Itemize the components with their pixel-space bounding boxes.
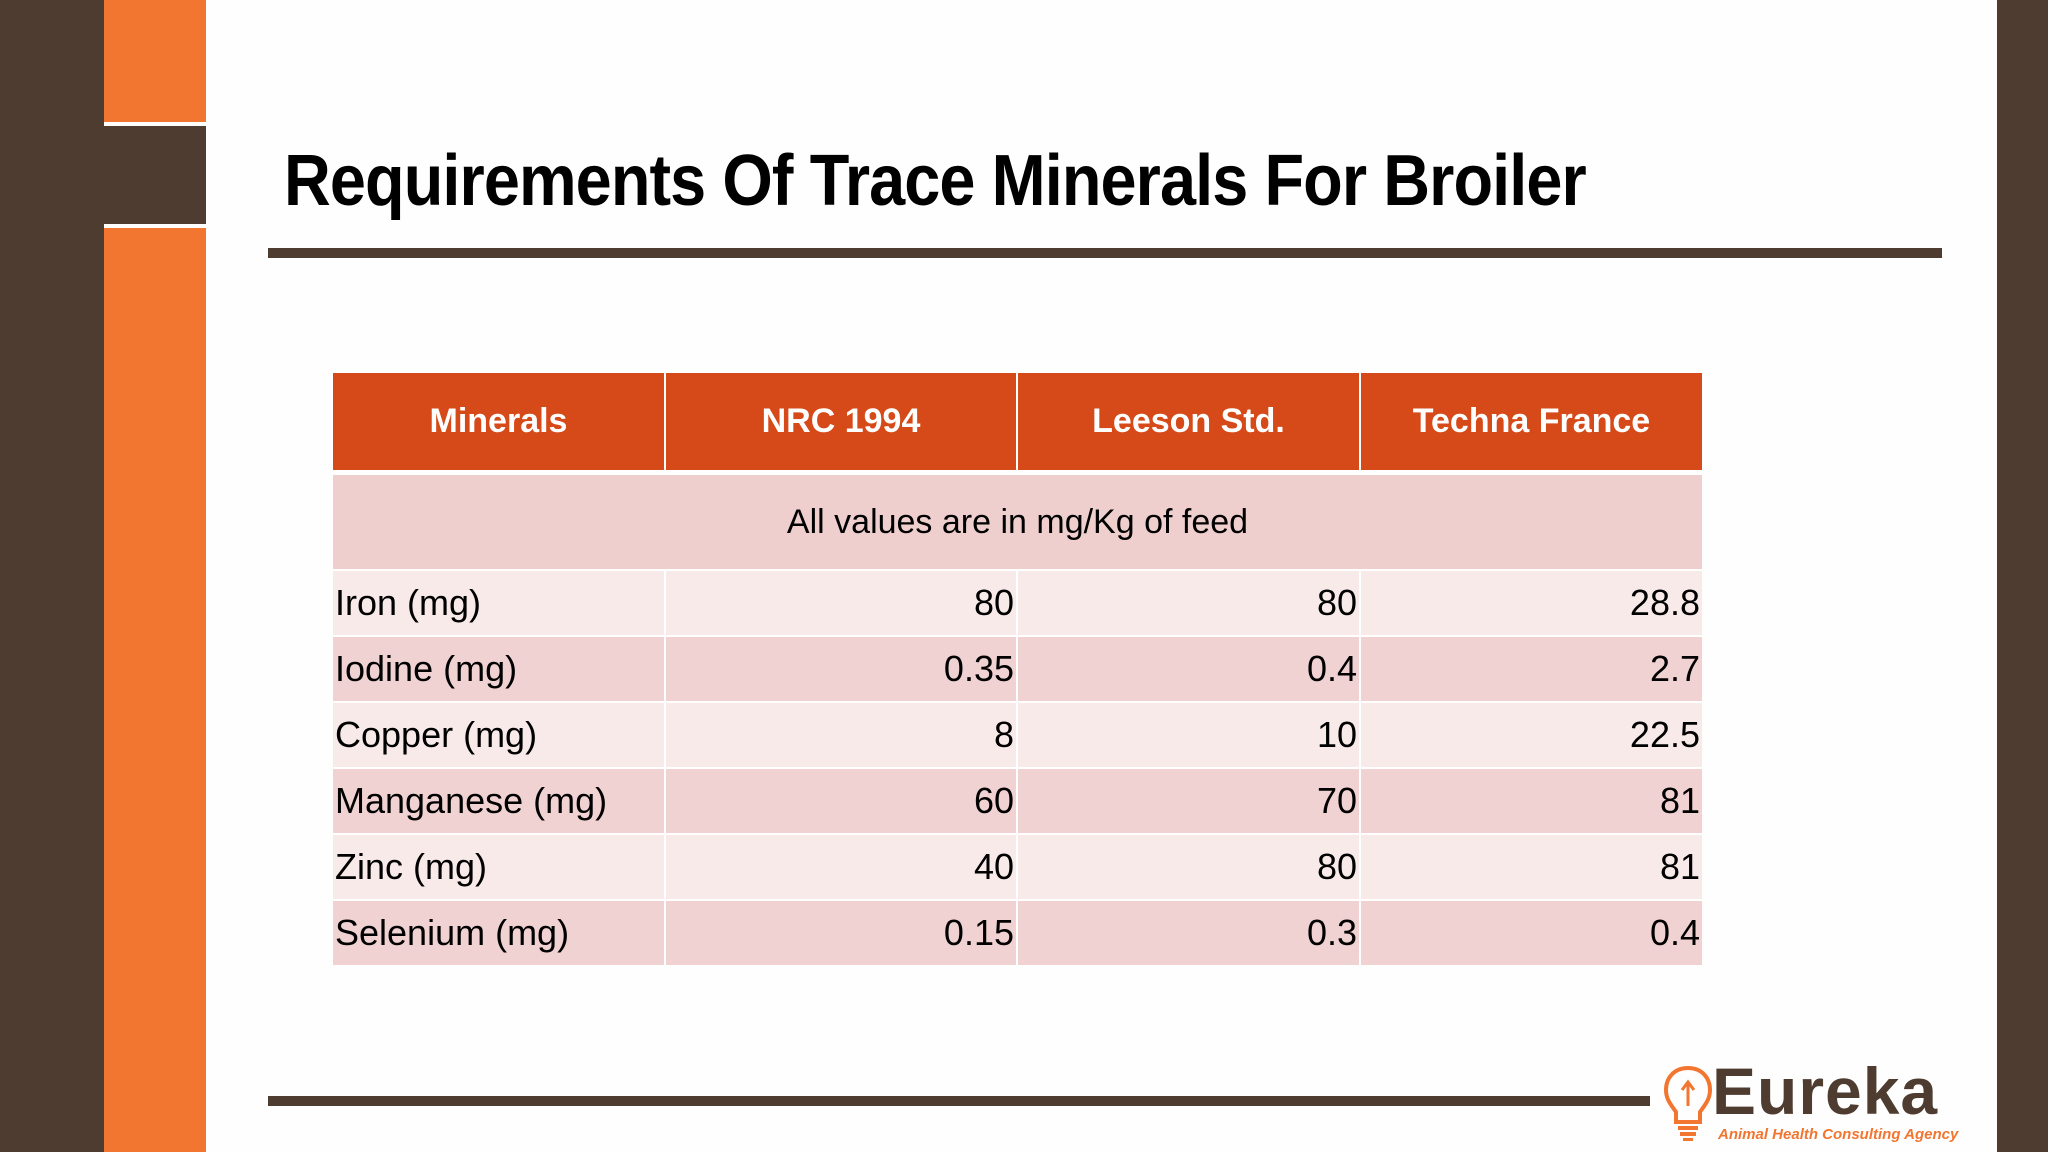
mineral-name: Zinc (mg) [333,835,666,901]
header-leeson-std: Leeson Std. [1018,373,1361,470]
table-row: Selenium (mg) 0.15 0.3 0.4 [333,901,1702,967]
mineral-name: Copper (mg) [333,703,666,769]
leeson-value: 0.3 [1018,901,1361,967]
mineral-name: Manganese (mg) [333,769,666,835]
mineral-name: Iodine (mg) [333,637,666,703]
nrc-value: 40 [666,835,1018,901]
logo-tagline: Animal Health Consulting Agency [1718,1126,1959,1143]
techna-value: 81 [1361,835,1702,901]
left-orange-bar-bottom [104,228,206,1152]
table-row: Iodine (mg) 0.35 0.4 2.7 [333,637,1702,703]
left-dark-square [104,126,206,224]
table-row: Manganese (mg) 60 70 81 [333,769,1702,835]
footer-rule [268,1096,1650,1106]
left-dark-bar [0,0,104,1152]
techna-value: 2.7 [1361,637,1702,703]
nrc-value: 8 [666,703,1018,769]
slide-title: Requirements Of Trace Minerals For Broil… [284,141,1587,221]
header-techna-france: Techna France [1361,373,1702,470]
units-note-row: All values are in mg/Kg of feed [333,470,1702,571]
right-dark-bar [1997,0,2048,1152]
header-nrc-1994: NRC 1994 [666,373,1018,470]
title-underline [268,248,1942,258]
table-header-row: Minerals NRC 1994 Leeson Std. Techna Fra… [333,373,1702,470]
minerals-table: Minerals NRC 1994 Leeson Std. Techna Fra… [333,373,1702,967]
leeson-value: 10 [1018,703,1361,769]
units-note: All values are in mg/Kg of feed [333,470,1702,571]
header-minerals: Minerals [333,373,666,470]
mineral-name: Iron (mg) [333,571,666,637]
logo-name: Eureka [1712,1054,1939,1128]
eureka-logo: Eureka Animal Health Consulting Agency [1658,1054,1958,1148]
leeson-value: 70 [1018,769,1361,835]
nrc-value: 0.15 [666,901,1018,967]
mineral-name: Selenium (mg) [333,901,666,967]
nrc-value: 60 [666,769,1018,835]
nrc-value: 80 [666,571,1018,637]
techna-value: 81 [1361,769,1702,835]
leeson-value: 0.4 [1018,637,1361,703]
left-orange-bar-top [104,0,206,122]
lightbulb-head-icon [1663,1065,1713,1141]
table-row: Copper (mg) 8 10 22.5 [333,703,1702,769]
leeson-value: 80 [1018,571,1361,637]
table-row: Zinc (mg) 40 80 81 [333,835,1702,901]
techna-value: 28.8 [1361,571,1702,637]
techna-value: 0.4 [1361,901,1702,967]
leeson-value: 80 [1018,835,1361,901]
table-row: Iron (mg) 80 80 28.8 [333,571,1702,637]
nrc-value: 0.35 [666,637,1018,703]
techna-value: 22.5 [1361,703,1702,769]
